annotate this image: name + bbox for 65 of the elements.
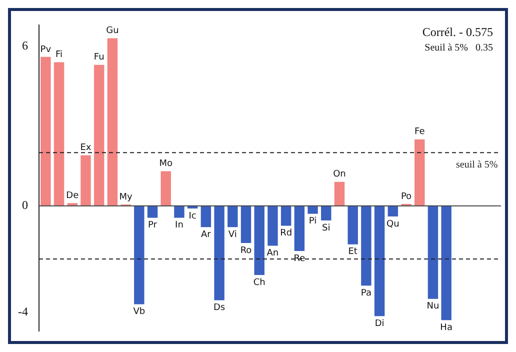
x-tick-label: Di bbox=[374, 319, 384, 330]
x-tick-label: Nu bbox=[426, 302, 440, 312]
x-tick-label: Vb bbox=[133, 307, 146, 318]
ref-line-label: seuil à 5% bbox=[456, 159, 498, 170]
bar bbox=[228, 206, 238, 228]
bar bbox=[80, 155, 91, 206]
x-tick-label: Ex bbox=[80, 143, 92, 154]
bar bbox=[348, 206, 358, 244]
x-tick-label: Fe bbox=[414, 127, 426, 138]
bar bbox=[388, 206, 398, 216]
x-tick-label: Ds bbox=[213, 303, 226, 314]
annotation: Seuil à 5% 0.35 bbox=[424, 42, 493, 54]
bar bbox=[174, 206, 184, 218]
bar bbox=[441, 206, 452, 320]
bar bbox=[414, 139, 425, 206]
bar bbox=[374, 206, 385, 316]
bar bbox=[294, 206, 305, 252]
x-tick-label: De bbox=[66, 191, 80, 202]
bar bbox=[134, 206, 144, 304]
bar bbox=[254, 206, 264, 275]
x-tick-label: Pa bbox=[360, 288, 372, 298]
bar bbox=[268, 206, 278, 246]
y-tick-label: 0 bbox=[22, 198, 28, 212]
bar bbox=[67, 203, 78, 206]
bar bbox=[321, 206, 332, 220]
bar bbox=[40, 56, 51, 206]
x-tick-label: Mo bbox=[159, 159, 173, 170]
x-tick-label: Fu bbox=[94, 52, 104, 63]
x-tick-label: Qu bbox=[386, 219, 400, 230]
x-tick-label: Rd bbox=[280, 228, 292, 239]
bar bbox=[214, 206, 224, 300]
x-tick-label: Fi bbox=[56, 50, 63, 60]
bar bbox=[361, 206, 372, 286]
x-tick-label: An bbox=[266, 248, 279, 259]
bar bbox=[94, 64, 104, 206]
bar bbox=[428, 206, 438, 299]
x-tick-label: Ar bbox=[201, 230, 212, 240]
x-tick-label: Gu bbox=[106, 26, 119, 36]
bar bbox=[200, 206, 212, 228]
bar bbox=[240, 206, 252, 244]
x-tick-label: Pi bbox=[308, 216, 317, 227]
x-tick-label: Ch bbox=[253, 278, 266, 288]
bar bbox=[334, 182, 345, 206]
x-tick-label: Ro bbox=[240, 246, 252, 256]
y-tick-label: -4 bbox=[18, 304, 28, 318]
x-tick-label: Ha bbox=[440, 323, 452, 334]
x-tick-label: In bbox=[175, 220, 184, 231]
x-tick-label: Vi bbox=[228, 230, 237, 240]
x-tick-label: Pr bbox=[148, 220, 158, 231]
x-tick-label: Pv bbox=[40, 44, 52, 55]
y-tick-label: 6 bbox=[22, 38, 28, 52]
x-tick-label: Et bbox=[348, 247, 358, 258]
x-tick-label: Re bbox=[294, 254, 306, 264]
x-tick-label: Si bbox=[322, 223, 330, 234]
x-tick-label: My bbox=[119, 192, 134, 202]
bar bbox=[54, 62, 64, 206]
bar bbox=[107, 38, 118, 206]
bar bbox=[308, 206, 318, 214]
bar bbox=[280, 206, 292, 226]
x-tick-label: On bbox=[333, 170, 346, 180]
x-tick-label: Po bbox=[400, 192, 412, 202]
bar bbox=[160, 171, 171, 206]
x-tick-label: Ic bbox=[188, 211, 196, 222]
bar bbox=[147, 206, 158, 218]
annotation: Corrél. - 0.575 bbox=[422, 25, 493, 40]
